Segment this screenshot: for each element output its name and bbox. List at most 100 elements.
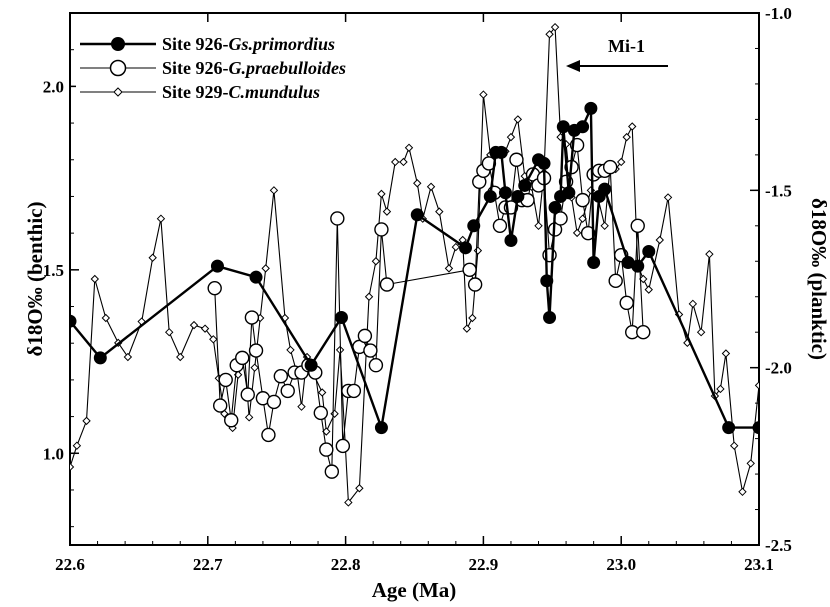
- data-point: [550, 22, 560, 32]
- data-point: [322, 427, 331, 436]
- data-point: [494, 145, 508, 159]
- y-axis-label-left: δ18O‰ (benthic): [23, 202, 47, 357]
- legend-marker: [111, 37, 125, 51]
- data-point: [391, 157, 400, 167]
- mi1-label: Mi-1: [608, 36, 645, 56]
- data-point: [261, 264, 270, 273]
- data-point: [467, 277, 483, 292]
- data-point: [200, 324, 210, 333]
- data-point: [374, 421, 388, 435]
- data-point: [304, 358, 318, 372]
- data-point: [705, 249, 714, 259]
- data-point: [636, 325, 651, 340]
- data-point: [123, 352, 133, 362]
- data-point: [479, 90, 488, 99]
- data-point: [545, 30, 554, 39]
- data-point: [324, 464, 340, 479]
- data-point: [249, 270, 263, 284]
- data-point: [513, 115, 523, 124]
- data-point: [722, 421, 736, 435]
- data-point: [752, 421, 759, 435]
- data-point: [213, 398, 228, 413]
- y-left-tick-label: 1.0: [43, 444, 64, 463]
- data-point: [663, 193, 673, 202]
- data-point: [93, 351, 107, 365]
- data-point: [101, 313, 111, 323]
- x-axis-label: Age (Ma): [372, 578, 457, 602]
- data-point: [413, 179, 422, 188]
- x-tick-label: 22.9: [469, 555, 499, 574]
- data-point: [688, 299, 698, 309]
- series-gs-primordius: [70, 101, 759, 435]
- data-point: [148, 253, 157, 262]
- data-point: [261, 427, 276, 443]
- data-point: [344, 498, 353, 507]
- data-point: [746, 459, 755, 468]
- data-point: [235, 350, 250, 366]
- data-point: [602, 159, 618, 175]
- data-point: [473, 246, 483, 255]
- data-point: [266, 394, 282, 410]
- data-point: [534, 221, 543, 231]
- data-point: [319, 442, 334, 457]
- data-point: [644, 285, 653, 294]
- data-point: [537, 156, 551, 170]
- data-point: [218, 372, 233, 388]
- data-point: [587, 255, 601, 269]
- data-point: [631, 259, 645, 273]
- data-point: [334, 311, 348, 325]
- data-point: [584, 101, 598, 115]
- data-point: [90, 274, 100, 284]
- data-point: [483, 189, 497, 203]
- data-point: [543, 311, 557, 325]
- legend-label: Site 926-G.praebulloides: [162, 58, 346, 78]
- data-point: [82, 416, 91, 426]
- data-point: [721, 349, 731, 358]
- data-point: [576, 120, 590, 134]
- y-right-tick-label: -2.5: [765, 536, 792, 555]
- plot-frame: [69, 12, 760, 546]
- data-point: [655, 235, 664, 245]
- data-point: [280, 383, 295, 399]
- data-point: [273, 369, 289, 384]
- data-point: [630, 218, 645, 234]
- x-tick-label: 22.8: [331, 555, 361, 574]
- data-point: [426, 182, 436, 191]
- legend: Site 926-Gs.primordius Site 926-G.praebul…: [80, 34, 346, 102]
- data-point: [622, 132, 631, 142]
- data-point: [286, 345, 295, 355]
- data-point: [462, 324, 472, 333]
- data-point: [738, 487, 747, 497]
- data-point: [562, 186, 576, 200]
- data-point: [70, 462, 75, 472]
- data-point: [498, 186, 512, 200]
- data-point: [467, 219, 481, 233]
- series-line: [70, 107, 759, 429]
- data-point: [458, 241, 472, 255]
- data-point: [556, 120, 570, 134]
- series-c-mundulus: [70, 22, 759, 507]
- data-point: [716, 384, 725, 394]
- data-point: [600, 221, 609, 231]
- data-point: [540, 274, 554, 288]
- data-point: [355, 484, 364, 493]
- series-group: [70, 22, 759, 507]
- series-line: [214, 144, 644, 473]
- data-point: [313, 405, 328, 421]
- data-point: [729, 441, 739, 450]
- data-point: [379, 277, 395, 292]
- data-point: [207, 280, 222, 296]
- data-point: [72, 441, 82, 450]
- data-point: [509, 152, 524, 167]
- x-tick-label: 22.6: [55, 555, 85, 574]
- data-point: [330, 211, 345, 226]
- data-point: [404, 143, 414, 152]
- data-point: [176, 352, 185, 362]
- data-point: [511, 189, 525, 203]
- data-point: [548, 200, 562, 214]
- data-point: [335, 438, 351, 454]
- data-point: [317, 388, 327, 397]
- y-left-tick-label: 1.5: [43, 261, 64, 280]
- data-point: [224, 413, 239, 428]
